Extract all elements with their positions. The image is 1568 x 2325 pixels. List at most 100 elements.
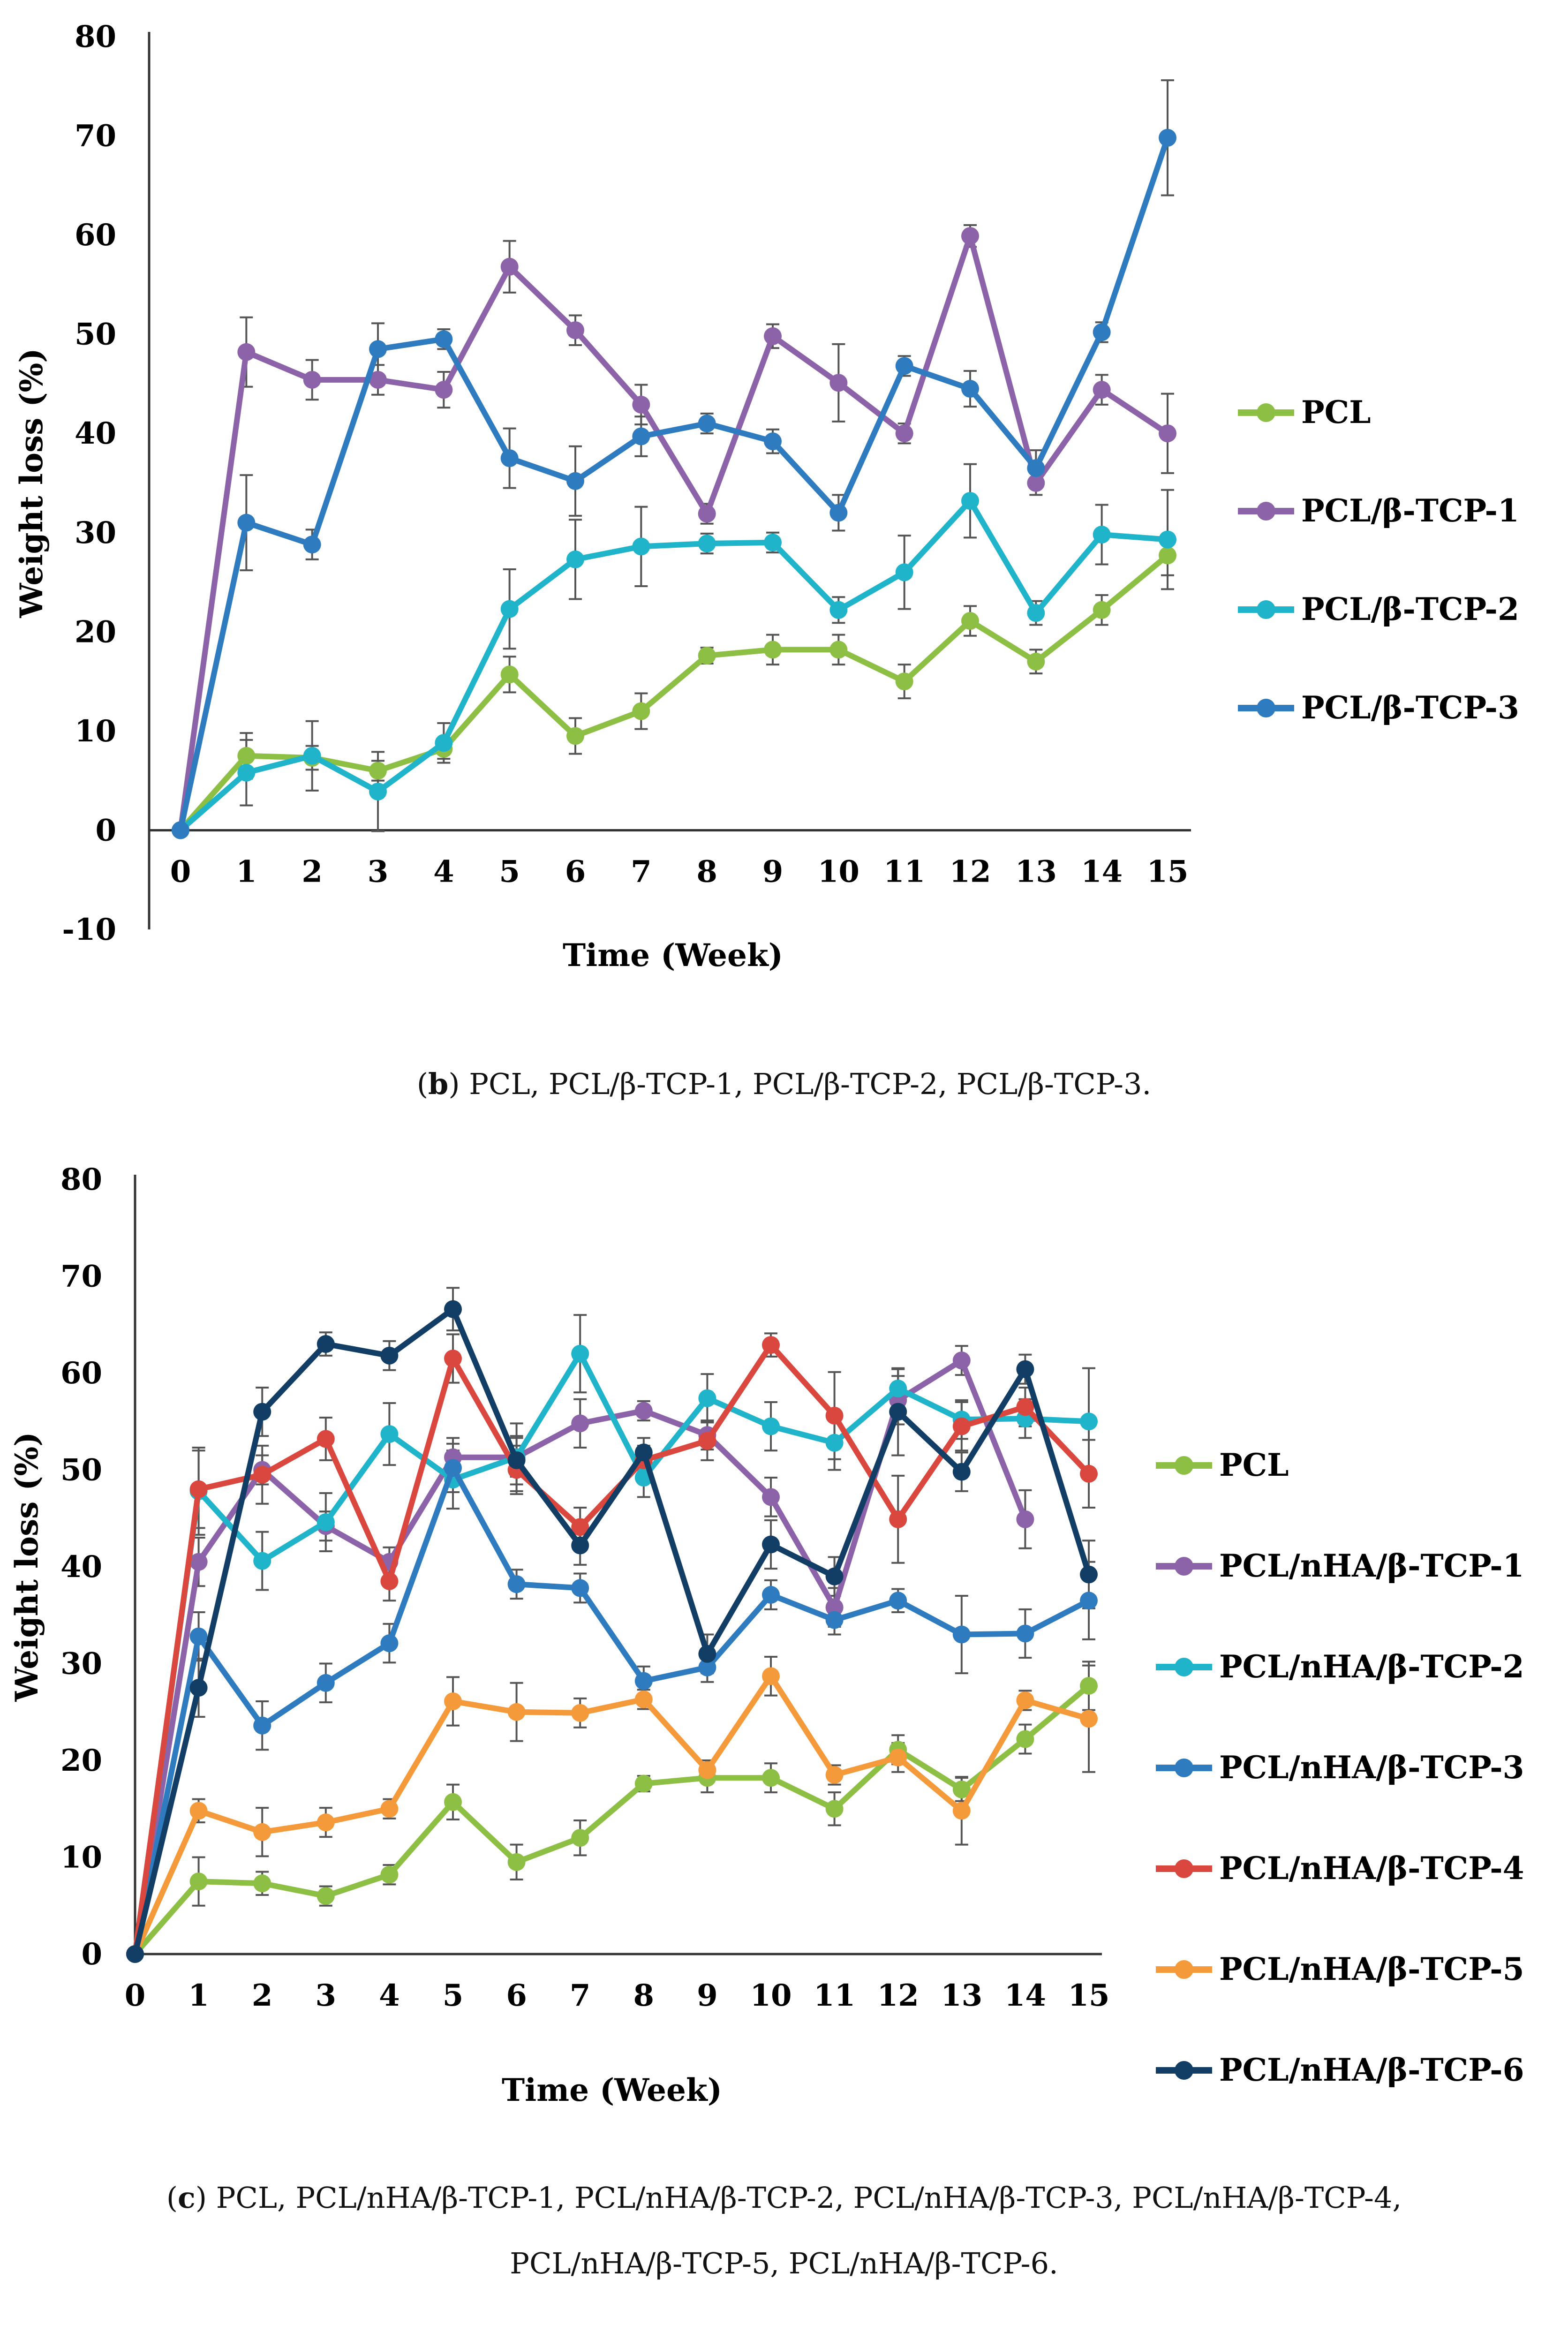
series-line-6 <box>132 1673 1092 1957</box>
data-point <box>762 1769 780 1787</box>
y-axis-title: Weight loss (%) <box>13 348 50 619</box>
data-point <box>507 1703 526 1721</box>
x-tick-label: 0 <box>125 1978 146 2013</box>
x-tick-label: 4 <box>433 854 454 889</box>
x-tick-label: 14 <box>1004 1978 1046 2013</box>
data-point <box>369 370 387 389</box>
data-point <box>237 763 256 782</box>
data-point <box>895 424 913 443</box>
data-point <box>380 1572 399 1590</box>
x-tick-label: 2 <box>302 854 323 889</box>
x-tick-label: 15 <box>1068 1978 1109 2013</box>
y-tick-label: 50 <box>60 1453 102 1488</box>
data-point <box>961 492 979 510</box>
data-point <box>634 1774 653 1793</box>
data-point <box>317 1513 335 1532</box>
data-point <box>380 1346 399 1365</box>
data-point <box>444 1692 462 1711</box>
x-tick-label: 3 <box>316 1978 337 2013</box>
legend-swatch-marker <box>1175 1658 1193 1676</box>
data-point <box>317 1430 335 1448</box>
data-point <box>571 1829 589 1847</box>
legend-label: PCL/nHA/β-TCP-4 <box>1219 1850 1524 1887</box>
data-point <box>253 1716 271 1735</box>
x-tick-label: 11 <box>883 854 925 889</box>
data-point <box>435 734 453 752</box>
data-point <box>1093 381 1111 399</box>
data-point <box>317 1335 335 1353</box>
data-point <box>126 1945 144 1963</box>
data-point <box>1027 459 1045 477</box>
series-line-3 <box>178 498 1170 833</box>
data-point <box>961 227 979 245</box>
legend-label: PCL/β-TCP-3 <box>1301 689 1519 726</box>
x-tick-label: 10 <box>818 854 859 889</box>
data-point <box>566 321 584 340</box>
data-point <box>1016 1510 1034 1528</box>
data-point <box>1080 1592 1098 1610</box>
data-point <box>189 1802 208 1820</box>
data-point <box>952 1463 971 1481</box>
data-point <box>253 1823 271 1841</box>
data-point <box>1027 604 1045 622</box>
x-tick-label: 13 <box>1015 854 1057 889</box>
data-point <box>253 1465 271 1484</box>
data-point <box>762 1535 780 1554</box>
x-tick-label: 10 <box>750 1978 792 2013</box>
data-point <box>369 762 387 780</box>
series-line-7 <box>132 1306 1092 1957</box>
data-point <box>825 1800 844 1818</box>
y-tick-label: 70 <box>60 1259 102 1294</box>
data-point <box>1027 652 1045 671</box>
x-tick-label: 14 <box>1081 854 1123 889</box>
data-point <box>566 472 584 490</box>
data-point <box>698 1761 716 1779</box>
y-tick-label: 70 <box>75 119 116 154</box>
data-point <box>829 601 848 619</box>
data-point <box>1159 424 1176 443</box>
caption-c-text-1: PCL, PCL/nHA/β-TCP-1, PCL/nHA/β-TCP-2, P… <box>216 2181 1402 2215</box>
data-point <box>507 1451 526 1469</box>
data-point <box>895 672 913 691</box>
x-tick-label: 1 <box>188 1978 209 2013</box>
x-tick-label: 15 <box>1146 854 1188 889</box>
data-point <box>253 1874 271 1893</box>
data-point <box>1016 1730 1034 1748</box>
data-point <box>317 1813 335 1832</box>
y-tick-label: -10 <box>62 912 116 947</box>
data-point <box>1080 1710 1098 1728</box>
x-tick-label: 9 <box>762 854 784 889</box>
data-point <box>698 1645 716 1663</box>
data-point <box>380 1865 399 1884</box>
data-point <box>303 747 321 765</box>
x-tick-label: 2 <box>252 1978 273 2013</box>
x-tick-label: 6 <box>565 854 586 889</box>
x-tick-label: 12 <box>949 854 991 889</box>
data-point <box>632 702 650 720</box>
data-point <box>762 1336 780 1354</box>
data-point <box>961 380 979 398</box>
data-point <box>632 537 650 556</box>
data-point <box>237 513 256 532</box>
x-tick-label: 5 <box>499 854 520 889</box>
data-point <box>435 330 453 348</box>
data-point <box>952 1417 971 1435</box>
legend-swatch-marker <box>1175 1759 1193 1777</box>
data-point <box>189 1872 208 1891</box>
data-point <box>889 1403 907 1421</box>
data-point <box>889 1748 907 1766</box>
data-point <box>825 1434 844 1452</box>
data-point <box>237 343 256 361</box>
data-point <box>507 1575 526 1593</box>
y-tick-label: 80 <box>75 19 116 54</box>
y-tick-label: 0 <box>95 813 116 848</box>
legend-swatch-marker <box>1257 403 1275 422</box>
legend-swatch-marker <box>1175 1456 1193 1475</box>
x-tick-label: 9 <box>697 1978 718 2013</box>
data-point <box>571 1704 589 1722</box>
data-point <box>1016 1398 1034 1416</box>
data-point <box>634 1443 653 1462</box>
